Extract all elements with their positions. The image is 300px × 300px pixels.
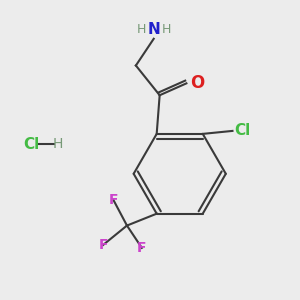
Text: O: O: [190, 74, 205, 92]
Text: F: F: [98, 238, 108, 252]
Text: N: N: [147, 22, 160, 37]
Text: F: F: [109, 193, 118, 207]
Text: H: H: [161, 23, 171, 36]
Text: H: H: [53, 137, 63, 151]
Text: H: H: [136, 23, 146, 36]
Text: Cl: Cl: [234, 123, 250, 138]
Text: Cl: Cl: [23, 136, 39, 152]
Text: F: F: [137, 241, 147, 255]
